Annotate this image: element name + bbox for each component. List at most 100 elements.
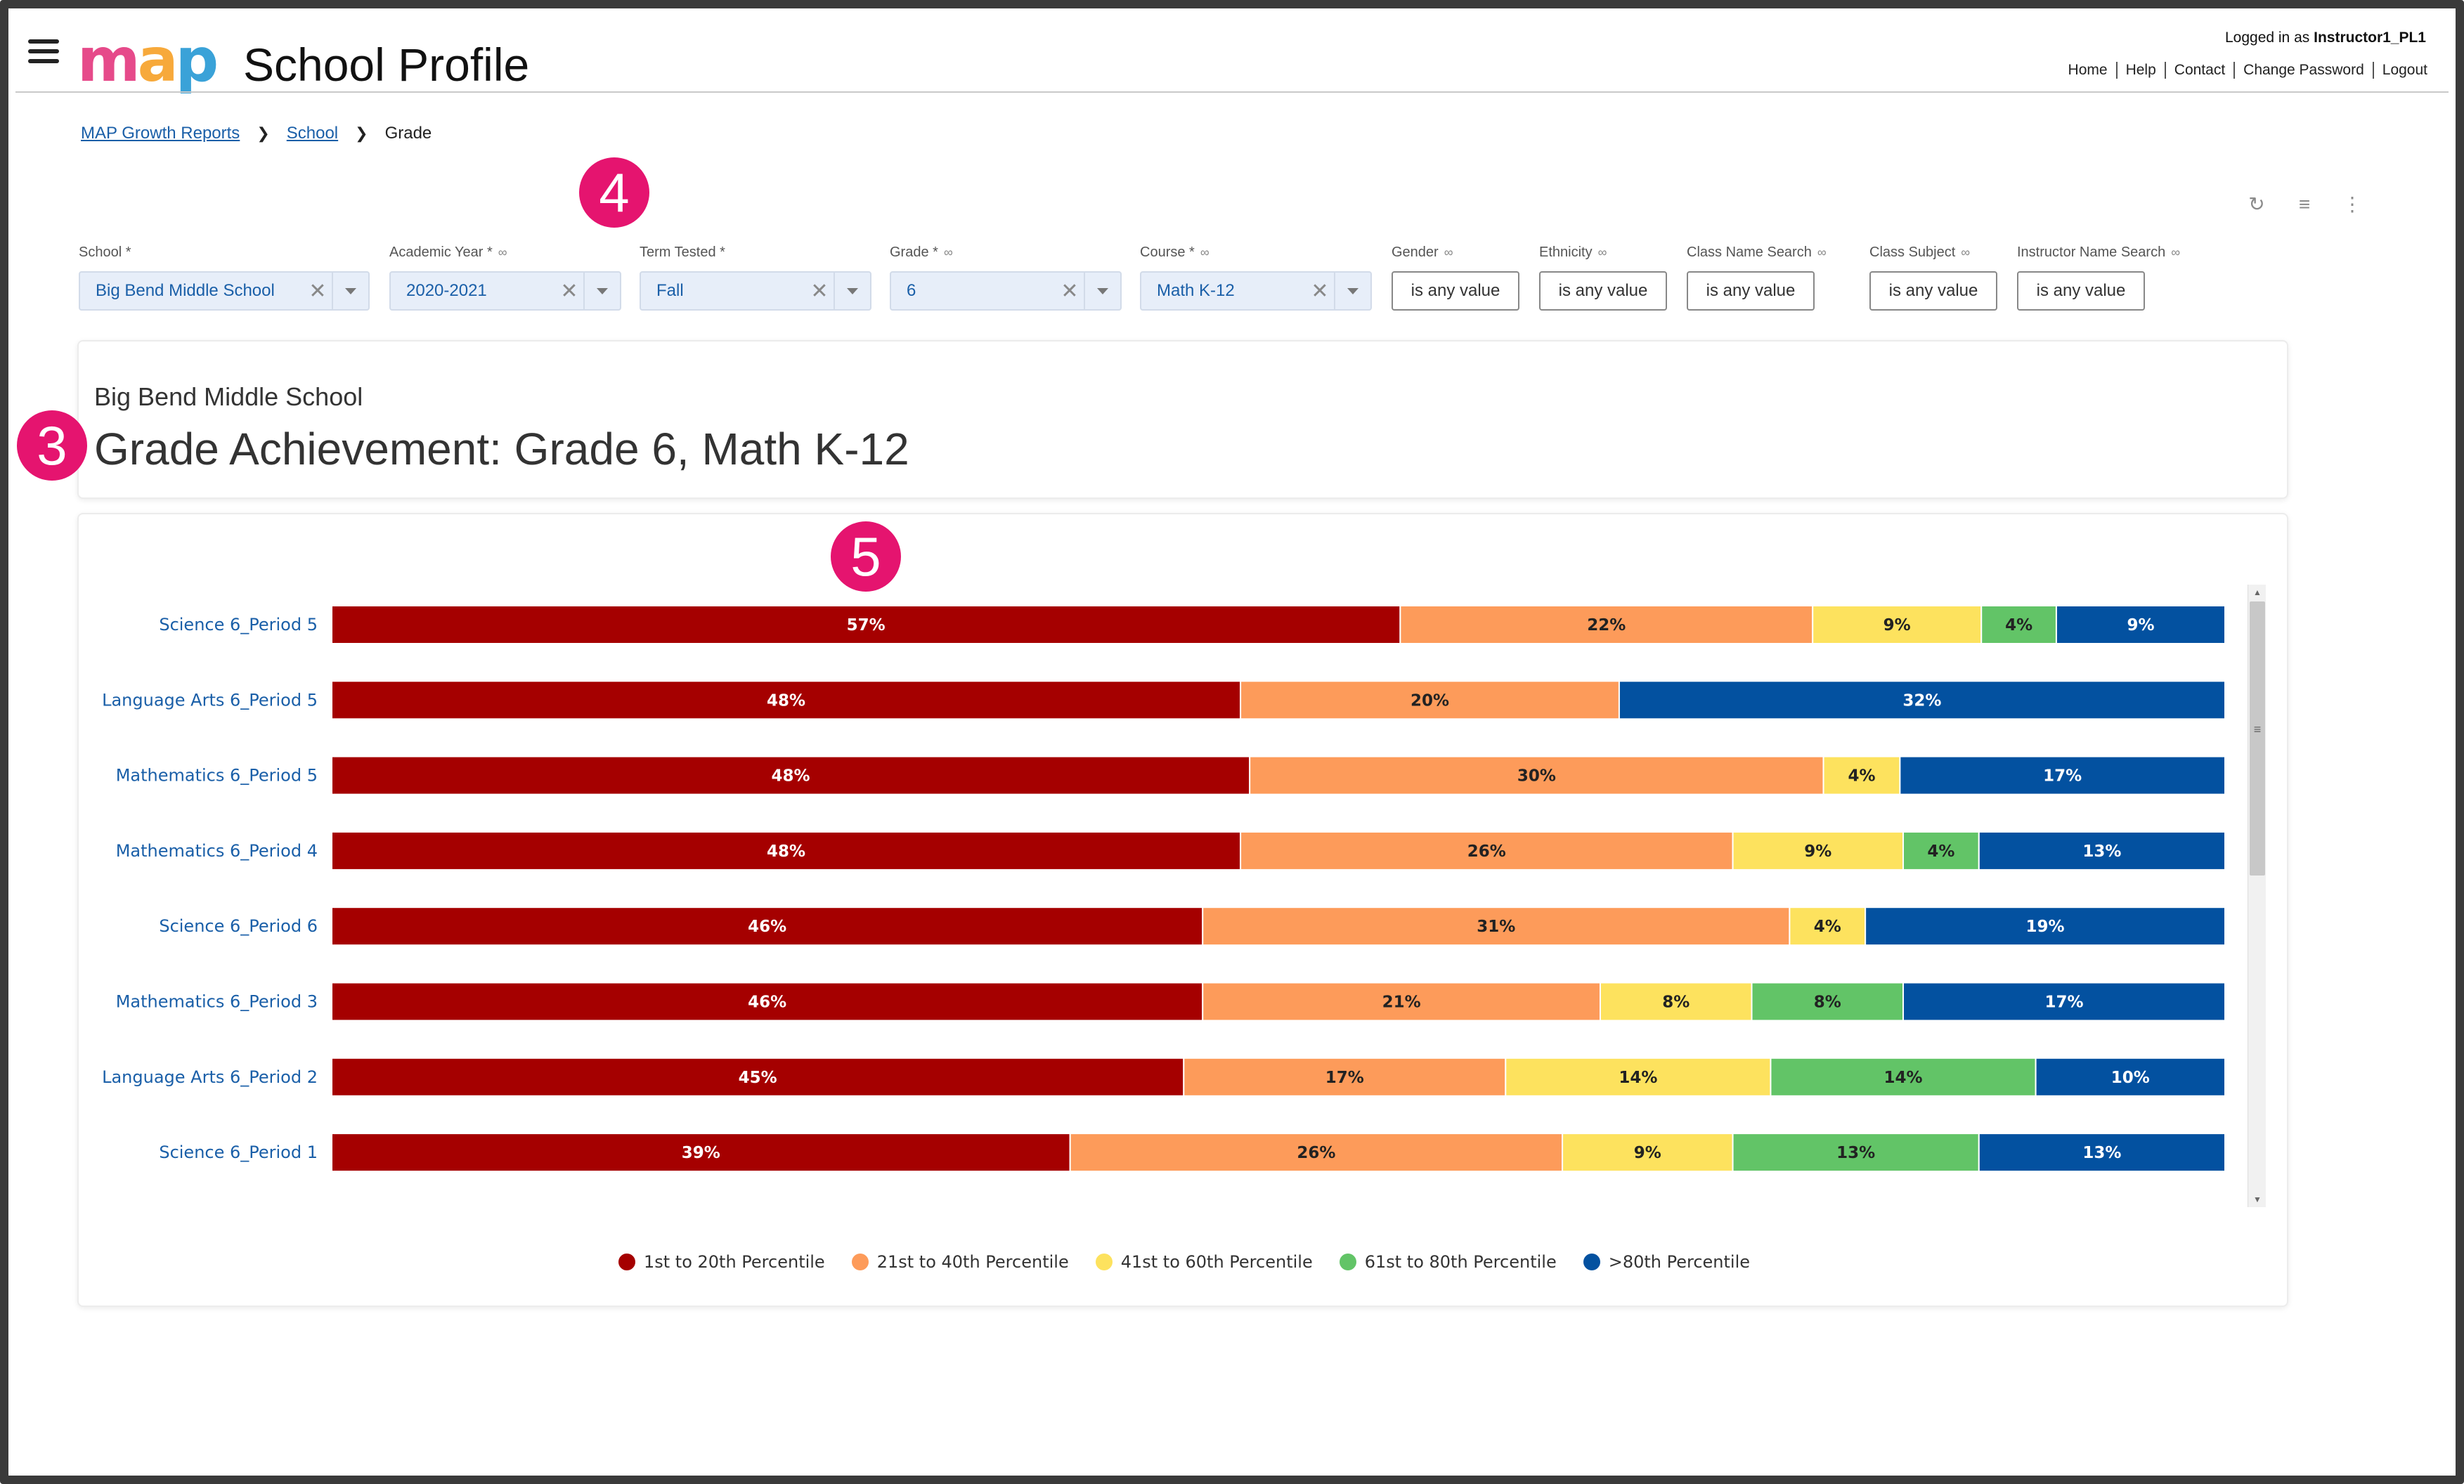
grip-icon: ≡ [2253,722,2262,736]
scrollbar-thumb[interactable] [2250,601,2265,876]
legend-item[interactable]: >80th Percentile [1583,1252,1750,1272]
bar-segment[interactable] [1978,1133,2226,1173]
course-select[interactable]: Math K-12 ✕ [1140,271,1372,311]
caret-down-icon[interactable] [583,273,620,309]
link-icon[interactable]: ∞ [1961,245,1971,259]
bar-segment[interactable] [1618,680,2226,720]
bar-segment[interactable] [1902,982,2226,1022]
data-label: 26% [1467,842,1506,861]
category-label[interactable]: Science 6_Period 6 [159,916,318,936]
bar-segment[interactable] [1202,906,1791,946]
caret-down-icon[interactable] [332,273,368,309]
category-label[interactable]: Language Arts 6_Period 2 [102,1067,318,1087]
link-icon[interactable]: ∞ [1817,245,1827,259]
grade-select[interactable]: 6 ✕ [890,271,1122,311]
bar-segment[interactable] [1399,605,1814,644]
bar-segment[interactable] [331,982,1204,1022]
legend-item[interactable]: 61st to 80th Percentile [1339,1252,1557,1272]
menu-icon[interactable] [28,39,59,63]
link-icon[interactable]: ∞ [1597,245,1607,259]
bar-segment[interactable] [1751,982,1905,1022]
data-label: 14% [1619,1069,1657,1087]
select-value: 2020-2021 [406,281,487,300]
bar-segment[interactable] [1822,755,1901,795]
bar-segment[interactable] [1183,1057,1507,1097]
bar-segment[interactable] [2055,605,2226,644]
data-label: 48% [772,767,810,786]
bar-segment[interactable] [1812,605,1983,644]
refresh-icon[interactable]: ↻ [2248,193,2265,215]
filter-icon[interactable]: ≡ [2298,193,2311,215]
caret-down-icon[interactable] [1084,273,1120,309]
ethnicity-filter-button[interactable]: is any value [1539,271,1667,311]
link-icon[interactable]: ∞ [943,245,953,259]
help-link[interactable]: Help [2118,62,2166,79]
logout-link[interactable]: Logout [2382,62,2427,78]
more-vert-icon[interactable]: ⋮ [2342,193,2362,215]
bar-segment[interactable] [331,831,1242,871]
link-icon[interactable]: ∞ [1444,245,1453,259]
category-label[interactable]: Science 6_Period 1 [159,1143,318,1162]
gender-filter-button[interactable]: is any value [1392,271,1519,311]
caret-down-icon[interactable] [1334,273,1370,309]
bar-segment[interactable] [1599,982,1753,1022]
bar-segment[interactable] [331,1133,1071,1173]
category-label[interactable]: Mathematics 6_Period 3 [116,992,318,1012]
bar-segment[interactable] [1732,1133,1980,1173]
legend-swatch [1339,1254,1356,1270]
breadcrumb-map-growth-reports[interactable]: MAP Growth Reports [81,124,240,143]
clear-icon[interactable]: ✕ [309,279,327,303]
clear-icon[interactable]: ✕ [1311,279,1329,303]
bar-segment[interactable] [1789,906,1867,946]
filter-label: Class Name Search [1687,244,1812,260]
bar-segment[interactable] [331,906,1204,946]
scroll-up-icon[interactable]: ▲ [2253,587,2262,597]
academic-year-select[interactable]: 2020-2021 ✕ [389,271,621,311]
link-icon[interactable]: ∞ [498,245,507,259]
clear-icon[interactable]: ✕ [1061,279,1079,303]
category-label[interactable]: Science 6_Period 5 [159,615,318,634]
data-label: 46% [748,918,786,936]
filter-label: Academic Year * [389,244,493,260]
bar-segment[interactable] [1505,1057,1772,1097]
link-icon[interactable]: ∞ [2171,245,2181,259]
filter-class-subject: Class Subject ∞ is any value [1869,242,1997,311]
category-label[interactable]: Mathematics 6_Period 5 [116,766,318,786]
home-link[interactable]: Home [2060,62,2118,79]
data-label: 30% [1517,767,1556,786]
scroll-down-icon[interactable]: ▼ [2253,1195,2262,1204]
legend-swatch [618,1254,635,1270]
clear-icon[interactable]: ✕ [810,279,829,303]
category-label[interactable]: Mathematics 6_Period 4 [116,841,318,861]
bar-segment[interactable] [331,680,1242,720]
legend-item[interactable]: 1st to 20th Percentile [618,1252,825,1272]
clear-icon[interactable]: ✕ [560,279,578,303]
bar-segment[interactable] [1249,755,1824,795]
bar-segment[interactable] [1732,831,1905,871]
bar-segment[interactable] [1978,831,2226,871]
breadcrumb-school[interactable]: School [286,124,339,143]
instructor-name-search-button[interactable]: is any value [2017,271,2145,311]
legend-item[interactable]: 41st to 60th Percentile [1095,1252,1313,1272]
bar-segment[interactable] [1899,755,2226,795]
bar-segment[interactable] [1069,1133,1564,1173]
bar-segment[interactable] [331,605,1401,644]
callout-badge-5: 5 [831,521,901,592]
bar-segment[interactable] [331,1057,1185,1097]
data-label: 46% [748,994,786,1012]
term-tested-select[interactable]: Fall ✕ [640,271,871,311]
bar-segment[interactable] [1240,831,1734,871]
class-name-search-button[interactable]: is any value [1687,271,1815,311]
bar-segment[interactable] [1865,906,2226,946]
class-subject-button[interactable]: is any value [1869,271,1997,311]
bar-segment[interactable] [2035,1057,2226,1097]
link-icon[interactable]: ∞ [1200,245,1210,259]
change-password-link[interactable]: Change Password [2235,62,2374,79]
caret-down-icon[interactable] [834,273,870,309]
school-select[interactable]: Big Bend Middle School ✕ [79,271,370,311]
legend-item[interactable]: 21st to 40th Percentile [851,1252,1069,1272]
category-label[interactable]: Language Arts 6_Period 5 [102,690,318,710]
contact-link[interactable]: Contact [2166,62,2236,79]
chart-scrollbar[interactable]: ▲ ≡ ▼ [2248,585,2266,1207]
data-label: 48% [767,691,805,710]
